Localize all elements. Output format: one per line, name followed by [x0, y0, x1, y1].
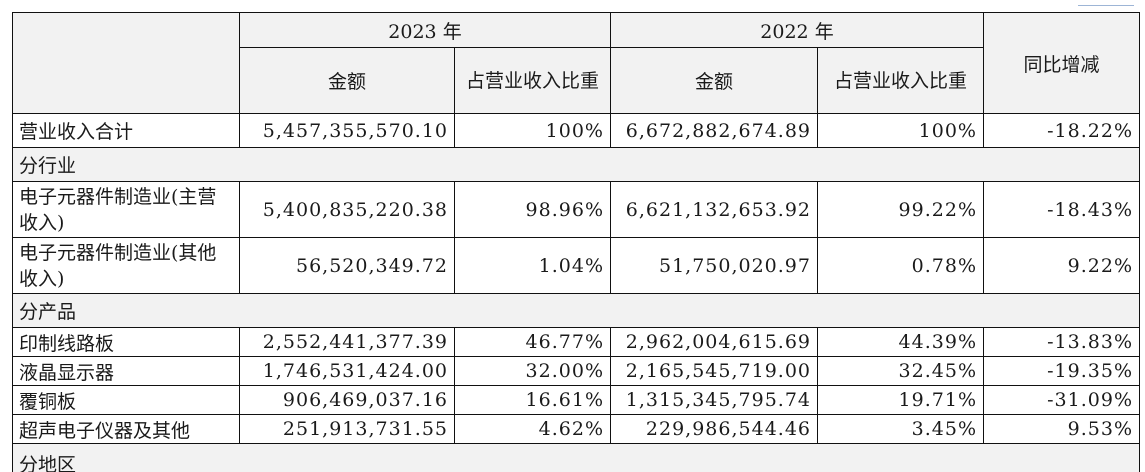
share-2022-cell: 0.78% — [817, 237, 984, 294]
yoy-cell: -18.43% — [983, 181, 1140, 238]
amount-2023-cell: 906,469,037.16 — [239, 385, 455, 415]
amount-2022-cell: 6,672,882,674.89 — [610, 113, 818, 148]
section-label: 分地区 — [12, 443, 1140, 472]
amount-2023-cell: 5,457,355,570.10 — [239, 113, 455, 148]
header-amount-2022: 金额 — [610, 47, 818, 114]
table-row: 电子元器件制造业(主营收入) 5,400,835,220.38 98.96% 6… — [12, 181, 1140, 238]
header-year-2022: 2022 年 — [610, 12, 984, 48]
amount-2023-cell: 1,746,531,424.00 — [239, 356, 455, 386]
amount-2022-cell: 1,315,345,795.74 — [610, 385, 818, 415]
share-2023-cell: 46.77% — [454, 327, 611, 357]
share-2022-cell: 99.22% — [817, 181, 984, 238]
table-row: 电子元器件制造业(其他收入) 56,520,349.72 1.04% 51,75… — [12, 237, 1140, 294]
row-label: 电子元器件制造业(其他收入) — [12, 237, 240, 294]
amount-2022-cell: 2,165,545,719.00 — [610, 356, 818, 386]
yoy-cell: 9.22% — [983, 237, 1140, 294]
table-row-total: 营业收入合计 5,457,355,570.10 100% 6,672,882,6… — [12, 113, 1140, 148]
share-2022-cell: 19.71% — [817, 385, 984, 415]
share-2023-cell: 16.61% — [454, 385, 611, 415]
top-edge-line — [1078, 5, 1134, 6]
share-2023-cell: 100% — [454, 113, 611, 148]
yoy-cell: 9.53% — [983, 414, 1140, 444]
amount-2022-cell: 2,962,004,615.69 — [610, 327, 818, 357]
share-2022-cell: 100% — [817, 113, 984, 148]
row-label: 营业收入合计 — [12, 113, 240, 148]
row-label: 电子元器件制造业(主营收入) — [12, 181, 240, 238]
table-row: 覆铜板 906,469,037.16 16.61% 1,315,345,795.… — [12, 385, 1140, 415]
yoy-cell: -31.09% — [983, 385, 1140, 415]
section-row-by-product: 分产品 — [12, 293, 1140, 328]
table-row: 液晶显示器 1,746,531,424.00 32.00% 2,165,545,… — [12, 356, 1140, 386]
section-label: 分行业 — [12, 147, 1140, 182]
share-2022-cell: 3.45% — [817, 414, 984, 444]
header-amount-2023: 金额 — [239, 47, 455, 114]
amount-2023-cell: 2,552,441,377.39 — [239, 327, 455, 357]
table-row: 印制线路板 2,552,441,377.39 46.77% 2,962,004,… — [12, 327, 1140, 357]
share-2023-cell: 4.62% — [454, 414, 611, 444]
header-row-columns: 金额 占营业收入比重 金额 占营业收入比重 — [13, 47, 1140, 114]
amount-2022-cell: 229,986,544.46 — [610, 414, 818, 444]
table-row: 超声电子仪器及其他 251,913,731.55 4.62% 229,986,5… — [12, 414, 1140, 444]
share-2023-cell: 98.96% — [454, 181, 611, 238]
share-2023-cell: 32.00% — [454, 356, 611, 386]
share-2023-cell: 1.04% — [454, 237, 611, 294]
section-label: 分产品 — [12, 293, 1140, 328]
yoy-cell: -13.83% — [983, 327, 1140, 357]
row-label: 印制线路板 — [12, 327, 240, 357]
amount-2023-cell: 5,400,835,220.38 — [239, 181, 455, 238]
share-2022-cell: 44.39% — [817, 327, 984, 357]
header-year-2023: 2023 年 — [239, 12, 611, 48]
row-label: 超声电子仪器及其他 — [12, 414, 240, 444]
section-row-by-industry: 分行业 — [12, 147, 1140, 182]
header-share-2023: 占营业收入比重 — [454, 47, 611, 114]
row-label: 覆铜板 — [12, 385, 240, 415]
amount-2023-cell: 56,520,349.72 — [239, 237, 455, 294]
row-label: 液晶显示器 — [12, 356, 240, 386]
header-row-years: 2023 年 2022 年 同比增减 — [12, 12, 1140, 114]
amount-2023-cell: 251,913,731.55 — [239, 414, 455, 444]
yoy-cell: -18.22% — [983, 113, 1140, 148]
yoy-cell: -19.35% — [983, 356, 1140, 386]
revenue-composition-table: 2023 年 2022 年 同比增减 金额 占营业收入比重 金额 占营业收入比重… — [12, 12, 1140, 472]
amount-2022-cell: 6,621,132,653.92 — [610, 181, 818, 238]
header-share-2022: 占营业收入比重 — [817, 47, 984, 114]
header-yoy: 同比增减 — [983, 12, 1140, 114]
header-blank-cell — [12, 12, 240, 114]
amount-2022-cell: 51,750,020.97 — [610, 237, 818, 294]
share-2022-cell: 32.45% — [817, 356, 984, 386]
section-row-by-region: 分地区 — [12, 443, 1140, 472]
